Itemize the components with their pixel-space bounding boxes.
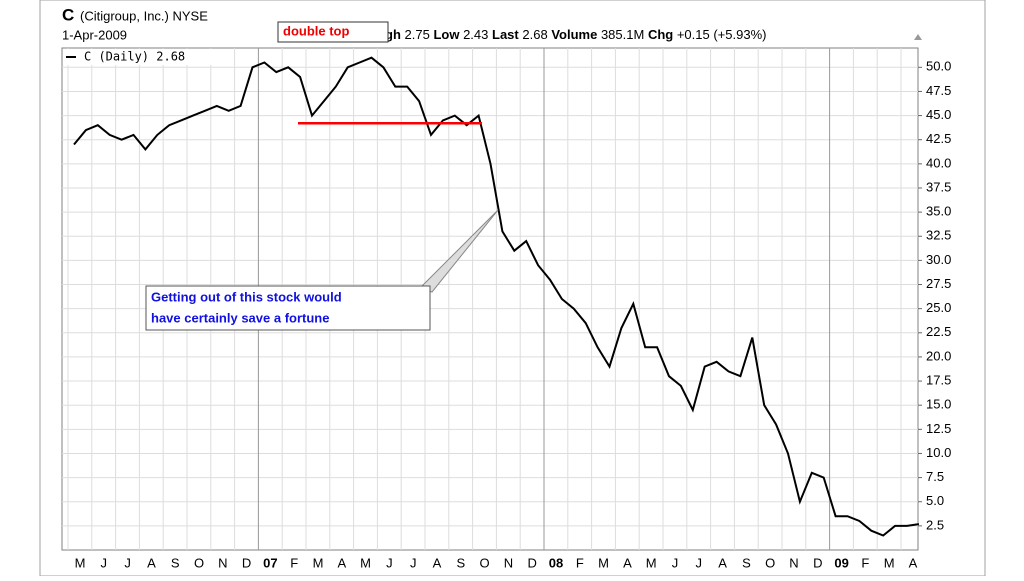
- x-tick-label: F: [861, 555, 869, 570]
- x-tick-label: S: [456, 555, 465, 570]
- x-tick-label: S: [742, 555, 751, 570]
- x-tick-label: A: [147, 555, 156, 570]
- y-tick-label: 27.5: [926, 276, 951, 291]
- y-tick-label: 12.5: [926, 421, 951, 436]
- stat-label: Low: [433, 27, 460, 42]
- callout-box: [145, 285, 431, 331]
- y-tick-label: 45.0: [926, 107, 951, 122]
- x-tick-label: J: [124, 555, 131, 570]
- symbol: C: [62, 5, 74, 24]
- x-tick-label: O: [194, 555, 204, 570]
- x-tick-label: A: [623, 555, 632, 570]
- stat-label: Last: [492, 27, 519, 42]
- x-tick-label: D: [242, 555, 251, 570]
- legend: [64, 49, 214, 65]
- x-tick-label: J: [410, 555, 417, 570]
- stat-label: Chg: [648, 27, 673, 42]
- x-tick-label: M: [360, 555, 371, 570]
- y-tick-label: 35.0: [926, 204, 951, 219]
- x-tick-label: J: [696, 555, 703, 570]
- y-tick-label: 2.5: [926, 517, 944, 532]
- y-tick-label: 20.0: [926, 348, 951, 363]
- annotation-box: [277, 21, 389, 43]
- x-tick-label: M: [313, 555, 324, 570]
- y-tick-label: 25.0: [926, 300, 951, 315]
- stat-value: 2.68: [522, 27, 547, 42]
- stat-label: Volume: [551, 27, 597, 42]
- x-tick-label: M: [598, 555, 609, 570]
- x-tick-label: M: [75, 555, 86, 570]
- x-tick-label: A: [337, 555, 346, 570]
- x-tick-label: A: [909, 555, 918, 570]
- stats: High 2.75 Low 2.43 Last 2.68 Volume 385.…: [372, 27, 766, 42]
- y-tick-label: 50.0: [926, 59, 951, 74]
- y-tick-label: 17.5: [926, 372, 951, 387]
- stat-value: +0.15 (+5.93%): [677, 27, 767, 42]
- company: (Citigroup, Inc.) NYSE: [80, 8, 208, 23]
- x-tick-label: M: [646, 555, 657, 570]
- x-tick-label: A: [718, 555, 727, 570]
- y-tick-label: 40.0: [926, 155, 951, 170]
- x-tick-label: N: [218, 555, 227, 570]
- x-tick-label: M: [884, 555, 895, 570]
- x-tick-label: F: [576, 555, 584, 570]
- x-tick-label: N: [789, 555, 798, 570]
- x-tick-label: D: [528, 555, 537, 570]
- y-tick-label: 37.5: [926, 179, 951, 194]
- x-tick-label: 07: [263, 555, 277, 570]
- scroll-arrow: [914, 34, 922, 40]
- x-tick-label: O: [480, 555, 490, 570]
- x-tick-label: J: [386, 555, 393, 570]
- y-tick-label: 42.5: [926, 131, 951, 146]
- stat-value: 2.75: [405, 27, 430, 42]
- y-tick-label: 7.5: [926, 469, 944, 484]
- legend-label: C (Daily) 2.68: [84, 50, 185, 64]
- x-tick-label: D: [813, 555, 822, 570]
- y-tick-label: 10.0: [926, 445, 951, 460]
- y-tick-label: 22.5: [926, 324, 951, 339]
- y-tick-label: 47.5: [926, 83, 951, 98]
- y-tick-label: 32.5: [926, 228, 951, 243]
- stat-value: 385.1M: [601, 27, 644, 42]
- annotation-text: double top: [283, 23, 349, 38]
- x-tick-label: N: [504, 555, 513, 570]
- price-line: [73, 56, 920, 537]
- callout-text: Getting out of this stock would: [151, 289, 342, 304]
- y-tick-label: 30.0: [926, 252, 951, 267]
- y-tick-label: 5.0: [926, 493, 944, 508]
- x-tick-label: J: [101, 555, 108, 570]
- callout-text: have certainly save a fortune: [151, 310, 329, 325]
- x-tick-label: 09: [834, 555, 848, 570]
- x-tick-label: S: [171, 555, 180, 570]
- x-tick-label: F: [290, 555, 298, 570]
- x-tick-label: O: [765, 555, 775, 570]
- y-tick-label: 15.0: [926, 397, 951, 412]
- date: 1-Apr-2009: [62, 27, 127, 42]
- x-tick-label: J: [672, 555, 679, 570]
- x-tick-label: 08: [549, 555, 563, 570]
- x-tick-label: A: [433, 555, 442, 570]
- stat-value: 2.43: [463, 27, 488, 42]
